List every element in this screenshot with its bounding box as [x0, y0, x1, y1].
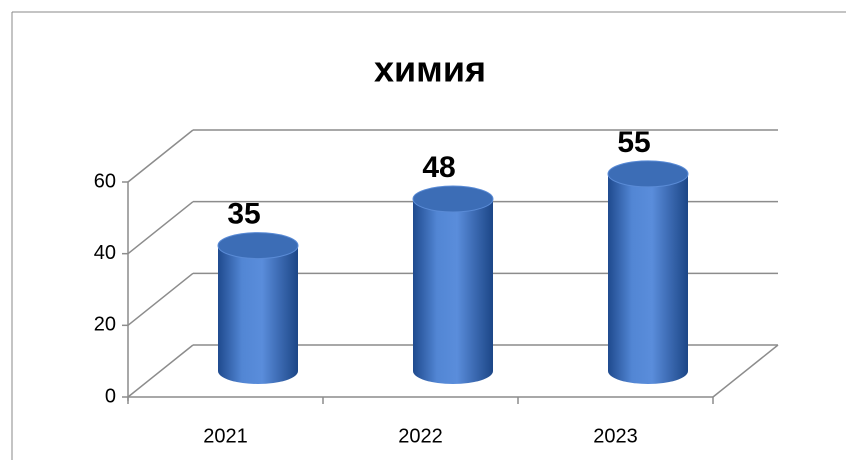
bar: [218, 245, 298, 384]
grid-line: [127, 272, 194, 326]
grid-line: [127, 344, 194, 398]
x-tick-label: 2023: [593, 425, 638, 447]
grid-line: [127, 129, 194, 183]
x-tick-label: 2022: [398, 425, 443, 447]
data-label: 48: [422, 151, 455, 184]
y-tick-label: 40: [94, 242, 116, 264]
bar-top: [607, 160, 689, 188]
floor-edge: [712, 344, 779, 398]
bar: [608, 173, 688, 384]
bar: [413, 199, 493, 384]
grid-line: [127, 201, 194, 255]
data-label: 55: [617, 126, 650, 159]
y-tick-label: 0: [105, 385, 116, 407]
y-tick-label: 20: [94, 314, 116, 336]
y-tick-label: 60: [94, 170, 116, 192]
x-tick-label: 2021: [203, 425, 248, 447]
bar-top: [217, 232, 299, 260]
chart-title: химия: [374, 49, 486, 90]
bar-top: [412, 185, 494, 213]
data-label: 35: [227, 198, 260, 231]
